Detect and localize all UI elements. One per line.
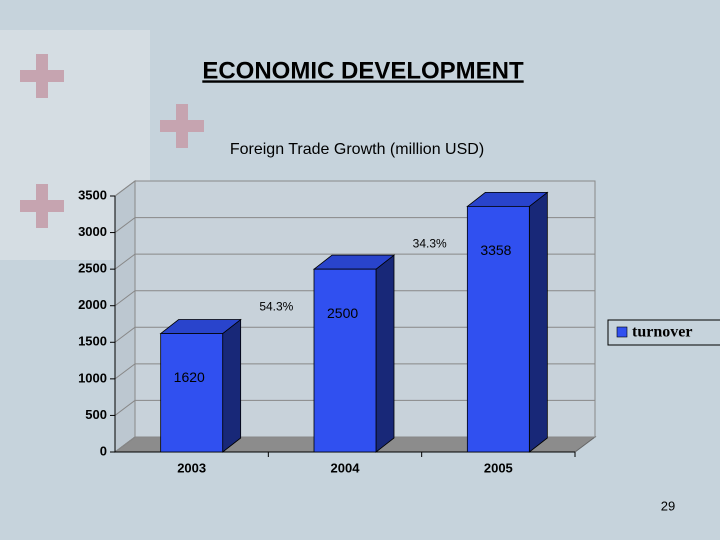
- grid-line: [114, 180, 595, 197]
- grid-line: [114, 363, 595, 380]
- data-label: 1620: [174, 369, 205, 385]
- y-tick-label: 500: [85, 407, 107, 422]
- legend-swatch: [616, 326, 628, 338]
- flag-crosses: [20, 54, 204, 228]
- grid-line: [114, 253, 595, 270]
- annotation: 34.3%: [413, 237, 447, 251]
- bar: [160, 333, 224, 453]
- legend-box: [607, 319, 720, 346]
- x-tick-label: 2005: [484, 460, 513, 475]
- x-tick-label: 2004: [331, 460, 361, 475]
- annotation: 54.3%: [259, 299, 293, 313]
- bar-side: [375, 254, 395, 453]
- grid-line: [114, 326, 595, 343]
- grid-line: [114, 217, 595, 233]
- grid-line: [114, 290, 595, 307]
- grid-line: [114, 399, 595, 416]
- legend-label: turnover: [632, 324, 692, 341]
- y-tick-label: 3500: [78, 187, 107, 202]
- y-tick-label: 1500: [78, 334, 107, 349]
- side-wall: [114, 180, 136, 453]
- data-label: 3358: [480, 242, 511, 258]
- y-tick-label: 3000: [78, 224, 107, 239]
- page-number: 29: [661, 498, 675, 513]
- x-tick-label: 2003: [177, 460, 206, 475]
- bar: [313, 268, 377, 453]
- slide-title: ECONOMIC DEVELOPMENT: [202, 57, 524, 84]
- bar-side: [222, 318, 242, 453]
- grid-line: [114, 436, 595, 453]
- y-tick-label: 2500: [78, 261, 107, 276]
- chart-title: Foreign Trade Growth (million USD): [230, 141, 484, 158]
- bar: [466, 205, 530, 453]
- y-tick-label: 0: [100, 443, 107, 458]
- y-tick-label: 1000: [78, 370, 107, 385]
- y-tick-label: 2000: [78, 297, 107, 312]
- bar-side: [528, 191, 548, 453]
- data-label: 2500: [327, 305, 358, 321]
